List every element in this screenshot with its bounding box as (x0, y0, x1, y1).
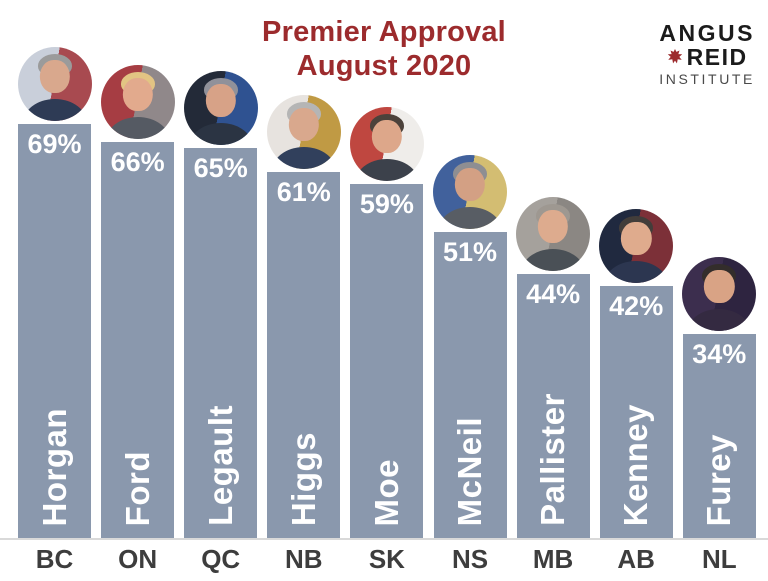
approval-value-label: 65% (193, 153, 248, 183)
premier-name-label: Moe (367, 458, 405, 527)
torso-shape (105, 116, 171, 139)
face-shape (704, 269, 735, 303)
chart-title-line1: Premier Approval (262, 16, 506, 48)
premier-photo-pallister (516, 197, 591, 271)
premier-photo-legault (183, 71, 258, 145)
approval-bar-sk: 59% Moe (350, 184, 424, 538)
province-label-mb: MB (532, 544, 574, 574)
premier-photo-kenney (599, 209, 674, 283)
premier-name-label: Legault (201, 405, 239, 526)
approval-bar-bc: 69% Horgan (18, 124, 91, 538)
premier-photo-higgs (266, 95, 341, 169)
premier-photo-mcneil (433, 155, 507, 229)
approval-bar-nb: 61% Higgs (267, 172, 341, 538)
premier-name-label: Furey (700, 433, 738, 526)
logo-text-reid: REID (686, 44, 748, 70)
approval-bar-ab: 42% Kenney (599, 286, 673, 538)
approval-bar-qc: 65% Legault (184, 148, 258, 538)
premier-name-label: Higgs (284, 431, 322, 526)
premier-photo-ford (100, 65, 175, 139)
maple-leaf-icon (667, 49, 682, 64)
logo-text-institute: INSTITUTE (659, 71, 755, 88)
torso-shape (437, 206, 503, 229)
premier-photo-horgan (17, 47, 92, 121)
premier-name-label: Pallister (534, 393, 572, 526)
province-label-bc: BC (35, 544, 74, 574)
torso-shape (520, 248, 586, 271)
chart-title-line2: August 2020 (296, 49, 472, 82)
torso-shape (354, 158, 420, 181)
torso-shape (21, 98, 88, 121)
face-shape (39, 59, 70, 93)
premier-name-label: McNeil (451, 416, 488, 526)
approval-value-label: 69% (27, 129, 82, 159)
approval-value-label: 59% (359, 189, 414, 219)
chart-baseline (0, 538, 768, 540)
face-shape (205, 83, 236, 117)
approval-value-label: 51% (442, 237, 498, 267)
torso-shape (188, 122, 254, 145)
face-shape (537, 209, 569, 243)
approval-bar-mb: 44% Pallister (516, 274, 590, 538)
approval-value-label: 34% (692, 339, 747, 369)
torso-shape (603, 260, 669, 283)
approval-value-label: 61% (276, 177, 331, 207)
premier-photo-moe (349, 107, 424, 181)
premier-name-label: Ford (118, 450, 156, 526)
premier-name-label: Kenney (617, 403, 655, 526)
province-label-qc: QC (201, 544, 241, 574)
face-shape (288, 107, 319, 141)
approval-bar-on: 66% Ford (101, 142, 175, 538)
approval-value-label: 42% (609, 291, 664, 321)
approval-value-label: 44% (526, 279, 581, 309)
torso-shape (271, 146, 337, 169)
province-label-nb: NB (285, 544, 323, 574)
face-shape (621, 221, 652, 255)
premier-name-label: Horgan (35, 407, 73, 527)
province-label-sk: SK (368, 544, 405, 574)
face-shape (122, 77, 153, 111)
face-shape (371, 119, 403, 153)
province-label-on: ON (118, 544, 158, 574)
approval-value-label: 66% (110, 147, 165, 177)
province-label-ns: NS (451, 544, 489, 574)
province-label-ab: AB (617, 544, 655, 574)
approval-bar-nl: 34% Furey (682, 334, 756, 538)
torso-shape (686, 308, 752, 331)
angus-reid-logo: ANGUS REID INSTITUTE (659, 20, 755, 88)
premier-photo-furey (682, 257, 757, 331)
logo-text-angus: ANGUS (659, 20, 755, 46)
province-label-nl: NL (701, 544, 737, 574)
approval-bar-ns: 51% McNeil (433, 232, 507, 538)
face-shape (454, 167, 486, 201)
chart-title: Premier Approval August 2020 (0, 16, 768, 84)
